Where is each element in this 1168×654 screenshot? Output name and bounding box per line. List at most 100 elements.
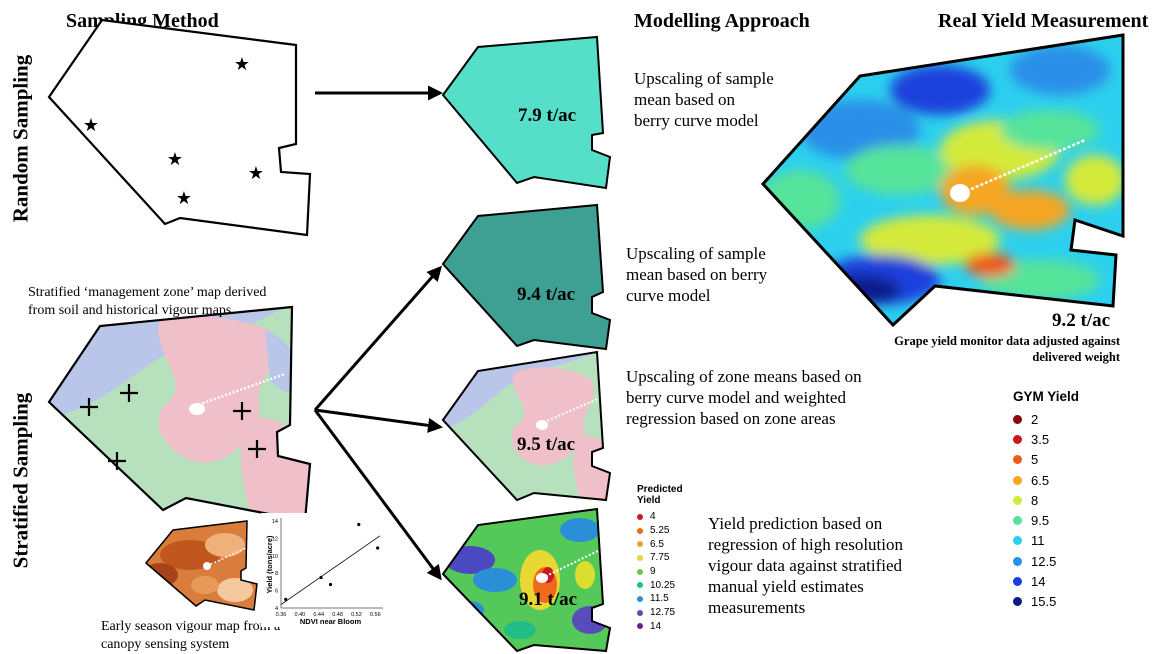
legend-label: 10.25 <box>650 579 676 591</box>
model-field-1 <box>441 35 612 190</box>
legend-label: 11.5 <box>650 593 669 605</box>
real-yield-caption: Grape yield monitor data adjusted agains… <box>894 334 1120 364</box>
legend-swatch <box>637 623 643 630</box>
legend-item: 6.5 <box>637 537 683 551</box>
legend-label: 6.5 <box>1031 472 1050 488</box>
legend-item: 2 <box>1013 409 1079 429</box>
legend-label: 3.5 <box>1031 431 1050 447</box>
legend-swatch <box>1013 597 1022 607</box>
scatter-point <box>376 546 380 550</box>
legend-item: 7.75 <box>637 551 683 565</box>
scatter-x-tick: 0.36 <box>276 612 287 618</box>
legend-label: 2 <box>1031 411 1039 427</box>
approach-desc-1: Upscaling of sample mean based on berry … <box>634 69 774 130</box>
scatter-x-axis-label: NDVI near Bloom <box>300 617 362 626</box>
predicted-yield-legend: Predicted Yield 4 5.25 6.5 7.75 9 10.25 11.5 12… <box>637 484 683 633</box>
arrow-stratified-3 <box>313 409 442 581</box>
predicted-legend-title-2: Yield <box>637 495 661 506</box>
legend-swatch <box>637 527 643 534</box>
legend-swatch <box>1013 516 1022 526</box>
legend-label: 5.25 <box>650 525 670 537</box>
legend-swatch <box>1013 475 1022 485</box>
gym-yield-legend: GYM Yield 2 3.5 5 6.5 8 9.5 11 12.5 14 15.5 <box>1013 389 1079 612</box>
legend-swatch <box>1013 556 1022 566</box>
star-icon: ★ <box>176 188 192 209</box>
legend-swatch <box>1013 536 1022 546</box>
scatter-y-tick: 4 <box>275 606 278 612</box>
legend-item: 9.5 <box>1013 510 1079 530</box>
scatter-y-tick: 14 <box>272 519 278 525</box>
legend-item: 8 <box>1013 490 1079 510</box>
scatter-x-tick: 0.56 <box>370 612 381 618</box>
stratified-map-caption: Stratified ‘management zone’ map derived… <box>28 285 267 318</box>
legend-item: 5 <box>1013 450 1079 470</box>
legend-swatch <box>637 568 643 575</box>
legend-swatch <box>637 609 643 616</box>
legend-swatch <box>637 541 643 548</box>
sample-point-markers <box>80 384 266 470</box>
legend-label: 5 <box>1031 452 1039 468</box>
scatter-y-axis-label: Yield (tons/acre) <box>265 535 274 594</box>
scatter-point <box>284 597 288 601</box>
scatter-y-tick: 8 <box>275 571 278 577</box>
legend-label: 9 <box>650 566 656 578</box>
legend-swatch <box>1013 495 1022 505</box>
scatter-point <box>357 522 361 527</box>
legend-item: 12.75 <box>637 606 683 620</box>
legend-label: 12.5 <box>1031 553 1057 569</box>
legend-label: 7.75 <box>650 552 670 564</box>
legend-item: 14 <box>637 620 683 634</box>
header-modelling-approach: Modelling Approach <box>634 10 810 32</box>
legend-item: 11.5 <box>637 592 683 606</box>
star-icon: ★ <box>248 163 264 184</box>
scatter-y-tick: 6 <box>275 589 278 595</box>
predicted-legend-title: Predicted <box>637 484 683 495</box>
legend-label: 4 <box>650 511 656 523</box>
legend-item: 15.5 <box>1013 592 1079 612</box>
legend-label: 6.5 <box>650 538 664 550</box>
legend-label: 8 <box>1031 492 1039 508</box>
legend-item: 12.5 <box>1013 551 1079 571</box>
legend-label: 15.5 <box>1031 594 1057 610</box>
yield-label-3: 9.5 t/ac <box>517 434 576 455</box>
legend-label: 14 <box>1031 574 1046 590</box>
header-real-yield: Real Yield Measurement <box>938 10 1149 32</box>
star-icon: ★ <box>234 54 250 75</box>
legend-item: 10.25 <box>637 578 683 592</box>
legend-item: 6.5 <box>1013 470 1079 490</box>
yield-label-2: 9.4 t/ac <box>517 284 576 305</box>
legend-swatch <box>1013 434 1022 444</box>
yield-label-1: 7.9 t/ac <box>518 105 577 126</box>
arrow-stratified-2 <box>314 408 443 433</box>
legend-label: 9.5 <box>1031 513 1050 529</box>
legend-swatch <box>1013 414 1022 424</box>
legend-item: 4 <box>637 510 683 524</box>
scatter-point <box>319 575 323 580</box>
scatter-x-tick: 0.40 <box>294 612 305 618</box>
scatter-y-tick: 12 <box>272 536 278 542</box>
legend-swatch <box>1013 577 1022 587</box>
arrow-stratified-1 <box>313 265 442 411</box>
legend-swatch <box>637 513 643 520</box>
legend-item: 5.25 <box>637 524 683 538</box>
legend-swatch <box>637 595 643 602</box>
scatter-point <box>328 582 333 587</box>
legend-label: 11 <box>1031 533 1045 549</box>
legend-item: 11 <box>1013 531 1079 551</box>
star-icon: ★ <box>83 115 99 136</box>
legend-item: 9 <box>637 565 683 579</box>
scatter-trend-line <box>280 535 381 605</box>
early-vigour-caption: Early season vigour map from a canopy se… <box>101 619 281 652</box>
legend-swatch <box>1013 455 1022 465</box>
legend-item: 3.5 <box>1013 429 1079 449</box>
real-yield-value: 9.2 t/ac <box>1052 310 1111 331</box>
legend-label: 12.75 <box>650 607 676 619</box>
yield-label-4: 9.1 t/ac <box>519 589 578 610</box>
approach-desc-2: Upscaling of sample mean based on berry … <box>626 244 768 305</box>
